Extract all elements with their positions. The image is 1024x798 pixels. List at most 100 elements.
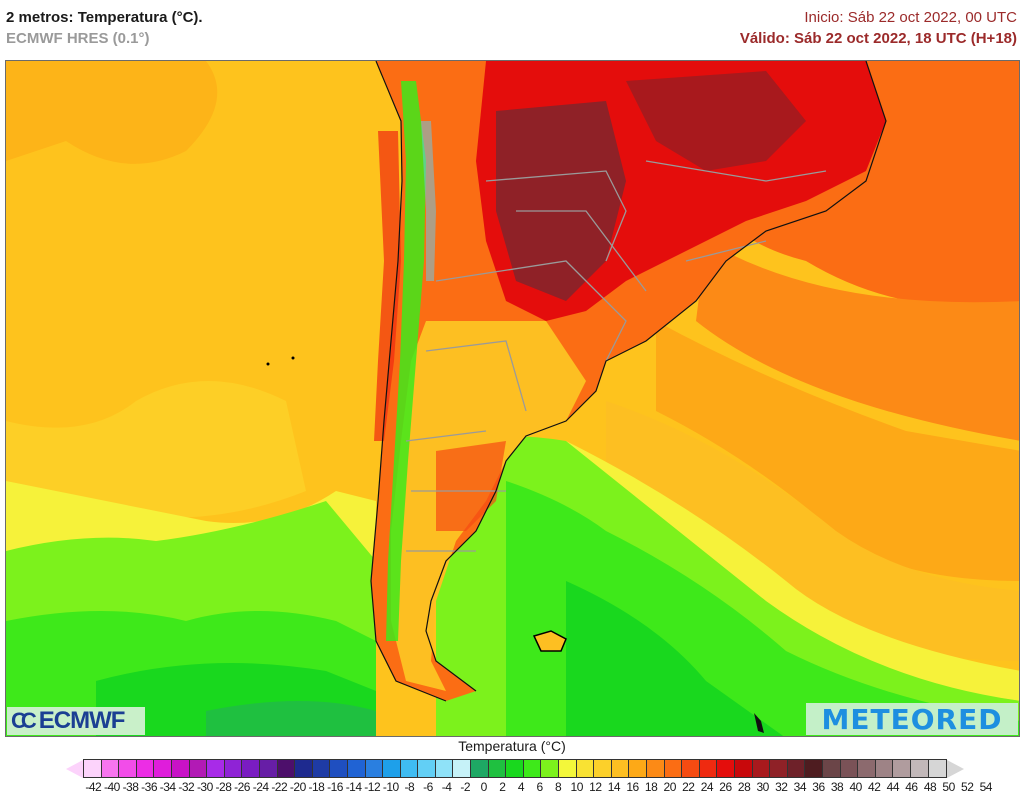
colorbar-cell (453, 760, 472, 777)
colorbar-tick-label: -10 (382, 780, 399, 794)
colorbar-cell (858, 760, 876, 777)
colorbar-tick-label: 36 (812, 780, 825, 794)
colorbar-tick-label: 10 (570, 780, 584, 794)
temperature-map[interactable]: CC ECMWF METEORED (5, 60, 1020, 737)
colorbar-cell (383, 760, 401, 777)
colorbar-tick-label: 18 (644, 780, 658, 794)
colorbar-tick-label: -40 (103, 780, 120, 794)
colorbar-cell (259, 760, 278, 777)
colorbar-cell (136, 760, 155, 777)
colorbar-tick-label: 0 (480, 780, 488, 794)
colorbar-cell (893, 760, 911, 777)
ecmwf-symbol-icon: CC (11, 708, 37, 733)
colorbar-cell (418, 760, 436, 777)
colorbar-cell (189, 760, 208, 777)
colorbar-tick-label: -36 (141, 780, 157, 794)
colorbar-tick-label: -32 (178, 780, 195, 794)
colorbar-cell (840, 760, 859, 777)
colorbar-tick-label: 30 (756, 780, 769, 794)
colorbar-cell (541, 760, 560, 777)
ecmwf-logo-text: ECMWF (38, 707, 126, 734)
colorbar-tick-label: -28 (215, 780, 232, 794)
colorbar-tick-label: 40 (849, 780, 862, 794)
header-right: Inicio: Sáb 22 oct 2022, 00 UTC Válido: … (740, 8, 1017, 50)
header-left: 2 metros: Temperatura (°C). ECMWF HRES (… (6, 8, 203, 50)
colorbar-tick-label: -2 (460, 780, 470, 794)
colorbar-tick-label: -12 (364, 780, 381, 794)
colorbar-cell (471, 760, 489, 777)
colorbar-tick-label: 20 (663, 780, 677, 794)
colorbar-cell (523, 760, 542, 777)
colorbar-tick-label: 54 (979, 780, 993, 794)
colorbar-tick-label: 46 (905, 780, 918, 794)
colorbar-cell (752, 760, 771, 777)
colorbar-cell (154, 760, 172, 777)
colorbar-tick-label: 50 (942, 780, 955, 794)
colorbar-cell (277, 760, 296, 777)
colorbar-tick-label: 16 (626, 780, 639, 794)
colorbar-cell (928, 760, 947, 777)
colorbar-cell (875, 760, 894, 777)
colorbar-tick-label: 14 (607, 780, 621, 794)
colorbar-tick-label: 52 (961, 780, 974, 794)
colorbar-cell (734, 760, 753, 777)
temperature-field (6, 61, 1019, 736)
colorbar-tick-label: 26 (719, 780, 732, 794)
colorbar-ticks: -42 -40 -38 -36 -34 -32 -30 -28 -26 -24 -22 -20 -18-… (84, 780, 995, 794)
colorbar-cells (83, 759, 948, 778)
colorbar-cell (822, 760, 841, 777)
colorbar-cell (330, 760, 348, 777)
colorbar-max-arrow-icon (947, 759, 965, 778)
colorbar-tick-label: 24 (700, 780, 714, 794)
colorbar-min-arrow-icon (66, 759, 83, 778)
colorbar-cell (101, 760, 120, 777)
colorbar-tick-label: -16 (327, 780, 343, 794)
colorbar-tick-label: 4 (517, 780, 525, 794)
colorbar-tick-label: 38 (830, 780, 844, 794)
colorbar-tick-label: 44 (886, 780, 900, 794)
colorbar (66, 759, 965, 778)
colorbar-cell (559, 760, 577, 777)
colorbar-cell (365, 760, 384, 777)
colorbar-tick-label: 42 (868, 780, 881, 794)
colorbar-tick-label: 48 (923, 780, 937, 794)
colorbar-cell (242, 760, 260, 777)
map-title: 2 metros: Temperatura (°C). (6, 9, 203, 26)
colorbar-tick-label: -6 (423, 780, 433, 794)
colorbar-tick-label: 8 (555, 780, 562, 794)
colorbar-cell (910, 760, 929, 777)
colorbar-tick-label: 22 (682, 780, 695, 794)
colorbar-tick-label: -18 (308, 780, 325, 794)
colorbar-cell (682, 760, 700, 777)
colorbar-cell (400, 760, 419, 777)
colorbar-tick-label: -20 (289, 780, 306, 794)
colorbar-cell (312, 760, 331, 777)
colorbar-cell (119, 760, 137, 777)
colorbar-cell (295, 760, 313, 777)
ecmwf-logo: CC ECMWF (7, 707, 145, 735)
colorbar-cell (664, 760, 683, 777)
valid-time: Válido: Sáb 22 oct 2022, 18 UTC (H+18) (739, 30, 1017, 47)
colorbar-tick-label: 12 (589, 780, 602, 794)
colorbar-tick-label: -42 (85, 780, 102, 794)
colorbar-tick-label: 34 (793, 780, 807, 794)
colorbar-tick-label: -30 (196, 780, 213, 794)
colorbar-cell (770, 760, 788, 777)
colorbar-tick-label: 2 (499, 780, 506, 794)
colorbar-cell (506, 760, 524, 777)
colorbar-cell (699, 760, 718, 777)
colorbar-tick-label: -14 (345, 780, 362, 794)
meteored-logo[interactable]: METEORED (806, 702, 1018, 736)
colorbar-cell (717, 760, 735, 777)
meteored-logo-text: METEORED (821, 702, 1003, 736)
colorbar-cell (435, 760, 454, 777)
colorbar-tick-label: 6 (536, 780, 543, 794)
colorbar-cell (224, 760, 243, 777)
colorbar-cell (84, 760, 102, 777)
colorbar-cell (647, 760, 665, 777)
colorbar-tick-label: -34 (159, 780, 176, 794)
colorbar-tick-label: -24 (252, 780, 269, 794)
legend-title: Temperatura (°C) (458, 738, 566, 754)
model-label: ECMWF HRES (0.1°) (6, 30, 150, 47)
colorbar-cell (611, 760, 630, 777)
